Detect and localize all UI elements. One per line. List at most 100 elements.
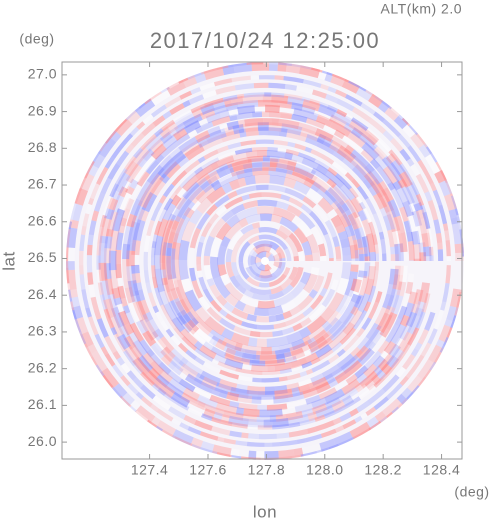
radar-cell bbox=[377, 180, 388, 191]
radar-cell bbox=[239, 295, 259, 309]
radar-cell bbox=[168, 406, 186, 420]
radar-cell bbox=[251, 158, 271, 168]
radar-cell bbox=[293, 163, 311, 177]
radar-cell bbox=[347, 235, 358, 246]
radar-cell bbox=[150, 342, 167, 359]
radar-cell bbox=[178, 342, 189, 353]
radar-cell bbox=[350, 346, 363, 360]
radar-cell bbox=[367, 285, 377, 303]
radar-cell bbox=[326, 178, 337, 189]
radar-cell bbox=[238, 402, 258, 411]
radar-cell bbox=[210, 346, 227, 359]
radar-cell bbox=[188, 198, 202, 212]
radar-cell bbox=[327, 167, 338, 177]
radar-cell bbox=[127, 331, 139, 344]
radar-cell bbox=[170, 215, 185, 234]
radar-cell bbox=[407, 214, 419, 233]
radar-cell bbox=[169, 147, 183, 161]
radar-cell bbox=[297, 250, 305, 261]
radar-cell bbox=[243, 349, 257, 360]
radar-cell bbox=[320, 428, 337, 438]
radar-cell bbox=[301, 345, 312, 356]
radar-cell bbox=[172, 131, 183, 141]
radar-cell bbox=[202, 408, 216, 420]
radar-cell bbox=[69, 296, 80, 308]
radar-cell bbox=[162, 110, 172, 120]
radar-cell bbox=[386, 383, 403, 400]
radar-cell bbox=[268, 315, 277, 323]
radar-cell bbox=[284, 248, 292, 261]
radar-cell bbox=[140, 384, 156, 400]
radar-cell bbox=[427, 328, 438, 345]
radar-cell bbox=[277, 147, 287, 153]
radar-cell bbox=[365, 89, 376, 98]
radar-cell bbox=[98, 262, 108, 282]
radar-cell bbox=[244, 118, 264, 127]
radar-cell bbox=[345, 198, 361, 219]
radar-cell bbox=[345, 94, 363, 107]
radar-cell bbox=[200, 441, 215, 453]
radar-cell bbox=[342, 419, 357, 430]
radar-cell bbox=[332, 147, 347, 162]
radar-cell bbox=[158, 290, 170, 306]
radar-cell bbox=[369, 158, 381, 170]
radar-cell bbox=[168, 377, 187, 394]
radar-cell bbox=[65, 261, 75, 271]
radar-cell bbox=[235, 407, 245, 416]
radar-cell bbox=[347, 211, 363, 230]
radar-cell bbox=[120, 362, 131, 374]
radar-cell bbox=[211, 358, 220, 365]
radar-cell bbox=[200, 447, 218, 455]
radar-cell bbox=[269, 408, 283, 418]
radar-cell bbox=[221, 328, 235, 341]
radar-cell bbox=[385, 324, 400, 344]
radar-cell bbox=[257, 425, 273, 430]
radar-cell bbox=[219, 317, 236, 331]
radar-cell bbox=[174, 196, 187, 210]
radar-cell bbox=[397, 398, 408, 409]
radar-cell bbox=[359, 201, 366, 210]
radar-cell bbox=[384, 353, 394, 364]
radar-cell bbox=[342, 134, 360, 150]
radar-cell bbox=[118, 325, 130, 339]
radar-cell bbox=[379, 206, 391, 217]
radar-cell bbox=[398, 232, 408, 253]
radar-cell bbox=[386, 283, 397, 296]
radar-cell bbox=[278, 449, 295, 460]
radar-cell bbox=[284, 84, 297, 91]
radar-cell bbox=[159, 195, 167, 204]
radar-cell bbox=[196, 394, 218, 410]
radar-cell bbox=[229, 275, 241, 289]
radar-cell bbox=[361, 142, 380, 161]
radar-cell bbox=[336, 145, 357, 163]
radar-cell bbox=[188, 329, 206, 346]
radar-cell bbox=[279, 257, 286, 261]
radar-cell bbox=[180, 392, 200, 407]
radar-cell bbox=[387, 199, 401, 218]
radar-cell bbox=[365, 322, 382, 342]
radar-cell bbox=[429, 361, 437, 371]
radar-cell bbox=[223, 301, 235, 313]
radar-cell bbox=[253, 273, 262, 281]
radar-cell bbox=[273, 261, 283, 269]
radar-cell bbox=[267, 147, 278, 152]
radar-cell bbox=[280, 299, 297, 313]
radar-cell bbox=[178, 378, 196, 393]
radar-cell bbox=[122, 305, 131, 314]
radar-cell bbox=[210, 179, 222, 191]
radar-cell bbox=[354, 365, 369, 379]
radar-cell bbox=[344, 172, 355, 182]
radar-cell bbox=[337, 194, 349, 206]
radar-cell bbox=[336, 353, 356, 372]
radar-cell bbox=[405, 281, 414, 295]
radar-cell bbox=[435, 161, 445, 177]
radar-cell bbox=[433, 219, 441, 234]
radar-cell bbox=[363, 363, 379, 379]
radar-cell bbox=[216, 452, 232, 458]
radar-cell bbox=[320, 83, 329, 91]
radar-cell bbox=[240, 357, 251, 366]
radar-cell bbox=[262, 162, 277, 172]
radar-cell bbox=[147, 330, 159, 341]
radar-cell bbox=[210, 236, 223, 258]
